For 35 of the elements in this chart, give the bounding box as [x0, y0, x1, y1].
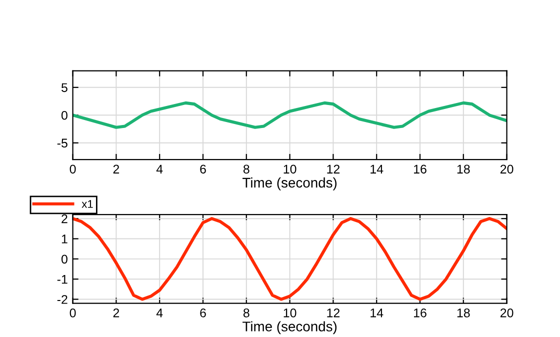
y-tick-label: 5 [61, 83, 68, 92]
line-series [72, 217, 507, 301]
x-tick-label: 16 [414, 308, 426, 318]
y-tick-label: -5 [57, 138, 68, 148]
x-tick-label: 8 [243, 164, 250, 174]
x-tick-label: 16 [414, 164, 426, 174]
x-axis-title: Time (seconds) [242, 177, 337, 190]
x-tick-label: 0 [70, 164, 76, 174]
x-tick-label: 12 [327, 308, 340, 318]
y-tick-label: -2 [57, 295, 68, 304]
x-tick-label: 18 [457, 308, 470, 318]
x-tick-label: 2 [113, 308, 120, 318]
x-tick-label: 4 [156, 308, 163, 318]
x-tick-label: 20 [500, 164, 514, 174]
x-tick-label: 20 [500, 308, 514, 318]
x-tick-label: 10 [284, 308, 296, 318]
x-tick-label: 6 [200, 164, 206, 174]
y-tick-label: -1 [57, 275, 68, 284]
y-tick-label: 0 [61, 254, 68, 264]
y-tick-label: 2 [62, 214, 68, 224]
x-tick-label: 4 [156, 164, 163, 174]
x-tick-label: 12 [327, 164, 340, 174]
x-tick-label: 14 [370, 308, 384, 318]
x-tick-label: 8 [243, 308, 250, 318]
y-tick-label: 0 [61, 110, 68, 120]
x-tick-label: 10 [284, 164, 296, 174]
legend-label: x1 [82, 200, 93, 208]
x-tick-label: 6 [200, 308, 206, 318]
x-tick-label: 2 [113, 164, 120, 174]
y-tick-label: 1 [62, 234, 68, 244]
x-tick-label: 18 [457, 164, 470, 174]
x-tick-label: 0 [70, 308, 76, 318]
line-series [72, 101, 507, 129]
x-tick-label: 14 [370, 164, 384, 174]
x-axis-title: Time (seconds) [242, 321, 337, 334]
